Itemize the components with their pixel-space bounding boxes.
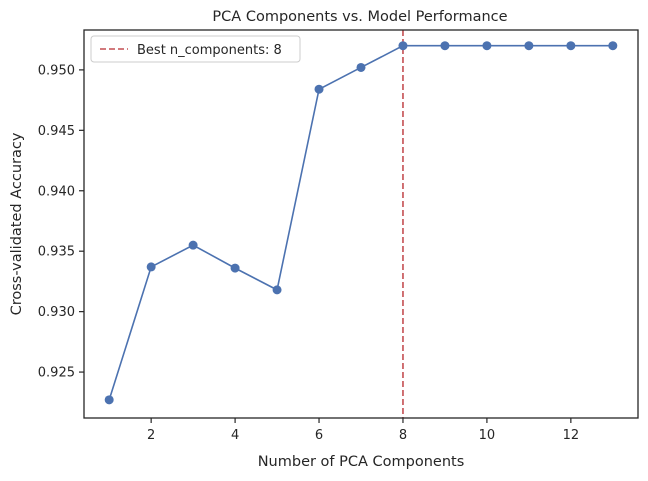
x-axis-label: Number of PCA Components	[258, 454, 465, 470]
x-tick-label: 8	[399, 428, 407, 443]
plot-area	[104, 30, 618, 418]
x-tick-label: 6	[315, 428, 323, 443]
legend: Best n_components: 8	[90, 35, 301, 63]
y-tick-label: 0.945	[38, 124, 75, 139]
data-point	[398, 41, 408, 51]
plot-frame	[83, 29, 639, 419]
x-tick-label: 2	[147, 428, 155, 443]
data-point	[608, 41, 618, 51]
data-point	[440, 41, 450, 51]
data-point	[272, 285, 282, 295]
data-point	[356, 62, 366, 72]
y-tick-label: 0.925	[38, 366, 75, 381]
y-tick-label: 0.950	[38, 63, 75, 78]
x-tick-label: 12	[563, 428, 580, 443]
x-tick-label: 4	[231, 428, 239, 443]
legend-box	[90, 35, 301, 63]
data-point	[314, 84, 324, 94]
data-point	[146, 262, 156, 272]
data-point	[482, 41, 492, 51]
x-axis-ticks: 2 4 6 8 10 12	[147, 418, 579, 443]
y-tick-label: 0.935	[38, 245, 75, 260]
legend-label: Best n_components: 8	[137, 43, 282, 58]
y-tick-label: 0.940	[38, 184, 75, 199]
y-axis-ticks: 0.925 0.930 0.935 0.940 0.945 0.950	[38, 63, 84, 381]
accuracy-series-line	[108, 44, 613, 401]
data-point	[524, 41, 534, 51]
chart-title: PCA Components vs. Model Performance	[212, 9, 507, 25]
y-tick-label: 0.930	[38, 305, 75, 320]
y-axis-label: Cross-validated Accuracy	[9, 132, 25, 315]
data-point	[104, 395, 114, 405]
data-point	[566, 41, 576, 51]
data-point	[230, 263, 240, 273]
data-point	[188, 240, 198, 250]
x-tick-label: 10	[479, 428, 496, 443]
